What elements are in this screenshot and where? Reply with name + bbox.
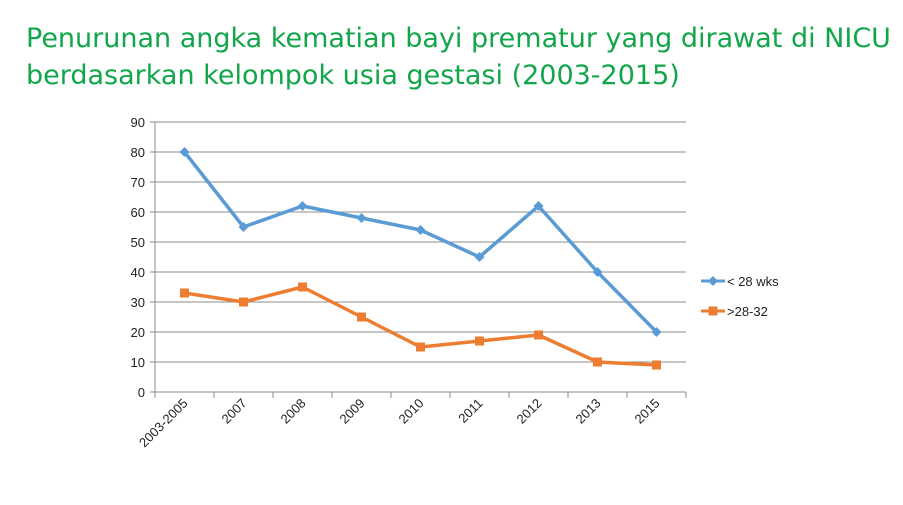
data-point-marker [298,282,307,292]
chart-title-line-1: Penurunan angka kematian bayi prematur y… [26,23,891,54]
y-tick-label: 60 [131,205,145,220]
y-tick-label: 10 [131,355,145,370]
x-tick-label: 2009 [337,396,368,427]
x-tick-label: 2007 [219,396,250,427]
data-point-marker [297,201,308,211]
x-tick-label: 2011 [455,396,485,426]
data-point-marker [357,312,366,322]
x-tick-label: 2012 [514,396,545,427]
data-point-marker [593,357,602,367]
chart-title: Penurunan angka kematian bayi prematur y… [26,20,891,94]
y-tick-label: 30 [131,295,145,310]
axes [150,121,687,398]
data-point-marker [179,147,190,157]
y-tick-label: 70 [131,175,145,190]
y-axis-tick-labels: 0 10 20 30 40 50 60 70 80 90 [131,115,145,400]
data-point-marker [592,267,603,277]
legend-marker-1 [708,276,718,286]
data-point-marker [238,222,249,232]
data-point-marker [534,330,543,340]
x-tick-label: 2003-2005 [136,396,191,451]
data-point-marker [239,297,248,307]
data-point-marker [651,327,662,337]
legend-label-1: < 28 wks [727,274,779,289]
y-tick-label: 20 [131,325,145,340]
legend-label-2: >28-32 [727,304,768,319]
y-tick-label: 90 [131,115,145,130]
y-tick-label: 50 [131,235,145,250]
data-point-marker [475,336,484,346]
series-line-2 [182,285,659,367]
x-tick-label: 2015 [632,396,663,427]
data-point-marker [652,360,661,370]
chart-title-line-2: berdasarkan kelompok usia gestasi (2003-… [26,60,680,91]
y-tick-label: 0 [138,385,145,400]
data-point-marker [356,213,367,223]
data-point-marker [180,288,189,298]
data-point-marker [415,225,426,235]
x-tick-label: 2010 [396,396,427,427]
x-axis-tick-labels: 2003-2005 2007 2008 2009 2010 2011 2012 2013 201… [136,396,663,451]
x-tick-label: 2013 [573,396,604,427]
data-point-marker [416,342,425,352]
x-tick-label: 2008 [278,396,309,427]
legend-marker-2 [708,306,718,316]
gridlines [155,121,686,363]
series-lines [179,147,662,370]
y-tick-label: 80 [131,145,145,160]
data-point-marker [474,252,485,262]
legend: < 28 wks >28-32 [701,274,779,319]
data-point-marker [533,201,544,211]
y-tick-label: 40 [131,265,145,280]
